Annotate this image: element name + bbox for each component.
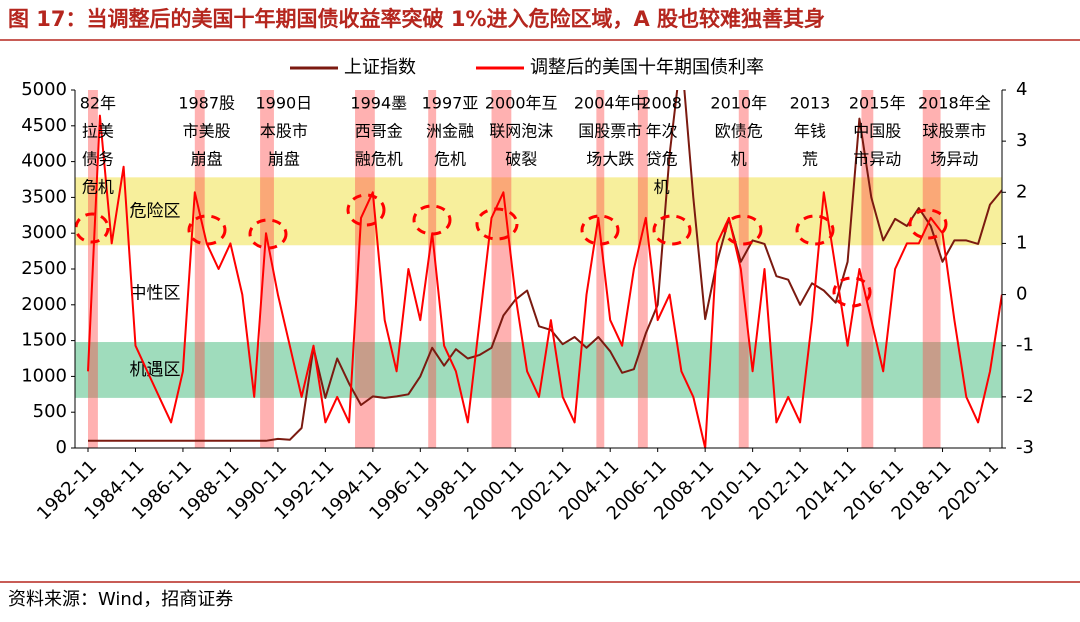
series-line [88, 90, 1002, 442]
y2-tick-label: -2 [1016, 386, 1034, 407]
event-annotation: 2013 [790, 94, 831, 113]
event-period [260, 90, 274, 448]
event-period [596, 90, 605, 448]
event-annotation: 2008 [641, 94, 682, 113]
event-period [922, 90, 941, 448]
event-annotation: 本股市 [260, 122, 308, 141]
y2-tick-label: 2 [1016, 181, 1027, 202]
zone-label: 机遇区 [130, 360, 181, 380]
event-annotation: 1994墨 [350, 94, 407, 113]
event-annotation: 场异动 [930, 150, 978, 169]
highlight-circle [832, 276, 872, 308]
highlight-circles [74, 193, 948, 308]
y2-tick-label: 0 [1016, 284, 1027, 305]
legend-label: 调整后的美国十年期国债利率 [530, 57, 764, 78]
event-annotation: 1997亚 [422, 94, 479, 113]
event-period [861, 90, 874, 448]
y2-tick-label: 4 [1016, 79, 1027, 100]
series-line [87, 114, 1002, 448]
event-annotation: 贷危 [646, 150, 678, 169]
event-annotation: 欧债危 [715, 122, 763, 141]
y-tick-label: 4500 [21, 115, 67, 136]
event-period [428, 90, 437, 448]
highlight-circle [74, 212, 110, 244]
event-annotation: 机 [731, 150, 747, 169]
zone-label: 中性区 [130, 284, 181, 304]
event-annotation: 2000年互 [485, 94, 558, 113]
highlight-circle [795, 214, 835, 246]
event-annotation: 场大跌 [586, 150, 634, 169]
event-annotation: 2018年全 [918, 94, 991, 113]
event-annotation: 2004年中 [574, 94, 647, 113]
lines [87, 90, 1002, 448]
event-period [491, 90, 512, 448]
event-annotation: 市异动 [853, 150, 901, 169]
event-annotation: 融危机 [355, 150, 403, 169]
event-annotation: 西哥金 [355, 122, 403, 141]
y-tick-label: 0 [56, 437, 67, 458]
event-annotation: 危机 [434, 150, 466, 169]
event-period [637, 90, 648, 448]
event-annotation: 市美股 [183, 122, 231, 141]
event-annotation: 拉美 [82, 122, 114, 141]
event-annotation: 洲金融 [426, 122, 474, 141]
chart-title: 图 17：当调整后的美国十年期国债收益率突破 1%进入危险区域，A 股也较难独善… [8, 7, 825, 31]
highlight-circle [723, 214, 763, 246]
event-annotation: 1987股 [178, 94, 235, 113]
event-annotation: 崩盘 [268, 150, 300, 169]
y-tick-label: 3000 [21, 222, 67, 243]
event-annotation: 年次 [646, 122, 678, 141]
event-annotation: 危机 [82, 178, 114, 197]
highlight-circle [652, 214, 692, 246]
event-annotation: 82年 [80, 94, 116, 113]
highlight-circle [908, 208, 948, 240]
y-tick-label: 1500 [21, 330, 67, 351]
highlight-circle [346, 193, 386, 227]
y-tick-label: 2500 [21, 258, 67, 279]
event-annotation: 中国股 [853, 122, 901, 141]
event-annotation: 1990日 [255, 94, 312, 113]
y-tick-label: 2000 [21, 294, 67, 315]
y2-tick-label: -1 [1016, 335, 1034, 356]
source-note: 资料来源：Wind，招商证券 [8, 589, 233, 610]
legend: 上证指数 调整后的美国十年期国债利率 [290, 57, 764, 78]
legend-label: 上证指数 [344, 57, 416, 78]
event-annotation: 2010年 [710, 94, 767, 113]
highlight-circle [580, 214, 620, 246]
event-annotation: 机 [654, 178, 670, 197]
y-tick-label: 3500 [21, 186, 67, 207]
highlight-circle [187, 214, 227, 246]
y-tick-label: 5000 [21, 79, 67, 100]
event-annotation: 破裂 [505, 150, 537, 169]
event-annotation: 年钱 [794, 122, 826, 141]
y2-tick-label: -3 [1016, 437, 1034, 458]
highlight-circle [248, 218, 288, 250]
event-annotation: 球股票市 [922, 122, 986, 141]
y-tick-label: 1000 [21, 365, 67, 386]
y-tick-label: 500 [33, 401, 67, 422]
event-annotation: 2015年 [849, 94, 906, 113]
y2-tick-label: 3 [1016, 130, 1027, 151]
event-annotation: 联网泡沫 [489, 122, 553, 141]
y-tick-label: 4000 [21, 151, 67, 172]
y2-tick-label: 1 [1016, 232, 1027, 253]
event-annotation: 崩盘 [191, 150, 223, 169]
zone-band [75, 342, 1002, 398]
event-annotation: 国股票市 [578, 122, 642, 141]
event-period [738, 90, 749, 448]
highlight-circle [475, 207, 519, 241]
event-annotation: 荒 [802, 150, 818, 169]
event-annotation: 债务 [82, 150, 114, 169]
zone-band [75, 177, 1002, 246]
zone-label: 危险区 [130, 201, 181, 221]
event-period [194, 90, 205, 448]
highlight-circle [412, 204, 452, 236]
event-period [355, 90, 375, 448]
